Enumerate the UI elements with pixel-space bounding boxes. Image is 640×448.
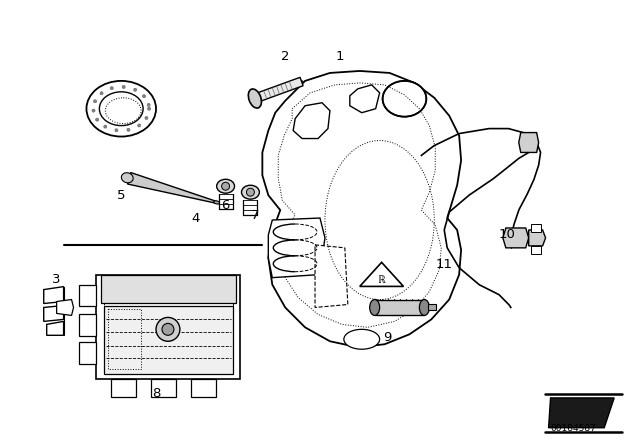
- Polygon shape: [257, 78, 303, 101]
- Circle shape: [156, 318, 180, 341]
- Text: 5: 5: [117, 189, 125, 202]
- Circle shape: [100, 92, 103, 95]
- Polygon shape: [268, 218, 325, 278]
- Text: 9: 9: [383, 331, 392, 344]
- Polygon shape: [350, 85, 380, 113]
- Polygon shape: [531, 246, 541, 254]
- Circle shape: [143, 95, 145, 98]
- Ellipse shape: [241, 185, 259, 199]
- Text: 11: 11: [436, 258, 452, 271]
- Circle shape: [138, 124, 141, 127]
- Circle shape: [122, 86, 125, 88]
- Polygon shape: [191, 379, 216, 397]
- Polygon shape: [44, 287, 63, 303]
- Text: 1: 1: [335, 50, 344, 63]
- Circle shape: [104, 125, 107, 128]
- Polygon shape: [293, 103, 330, 138]
- Circle shape: [162, 323, 174, 335]
- Polygon shape: [47, 321, 63, 335]
- Circle shape: [92, 109, 95, 112]
- Ellipse shape: [214, 201, 220, 204]
- Polygon shape: [262, 71, 461, 347]
- Text: 00184587: 00184587: [550, 424, 596, 433]
- Polygon shape: [503, 228, 529, 248]
- Circle shape: [110, 86, 113, 90]
- Polygon shape: [360, 263, 403, 286]
- Polygon shape: [151, 379, 176, 397]
- Ellipse shape: [383, 81, 426, 116]
- Polygon shape: [127, 172, 216, 203]
- Polygon shape: [79, 314, 97, 336]
- Text: 7: 7: [251, 209, 260, 222]
- Ellipse shape: [248, 89, 262, 108]
- Polygon shape: [101, 275, 236, 302]
- Polygon shape: [548, 398, 614, 428]
- Polygon shape: [111, 379, 136, 397]
- Circle shape: [221, 182, 230, 190]
- Circle shape: [95, 118, 99, 121]
- Circle shape: [145, 116, 148, 120]
- Circle shape: [148, 107, 150, 110]
- Polygon shape: [79, 284, 97, 306]
- Circle shape: [134, 88, 137, 91]
- Text: 10: 10: [499, 228, 515, 241]
- Text: 3: 3: [52, 273, 61, 286]
- Ellipse shape: [217, 179, 234, 193]
- Polygon shape: [315, 245, 348, 307]
- Circle shape: [246, 188, 255, 196]
- Polygon shape: [44, 306, 63, 321]
- Polygon shape: [97, 275, 241, 379]
- Ellipse shape: [344, 329, 380, 349]
- Ellipse shape: [99, 92, 143, 125]
- Ellipse shape: [86, 81, 156, 137]
- Polygon shape: [79, 342, 97, 364]
- Text: 8: 8: [152, 388, 160, 401]
- Text: 6: 6: [221, 198, 230, 211]
- Polygon shape: [519, 133, 539, 152]
- Ellipse shape: [370, 300, 380, 315]
- Text: 4: 4: [191, 211, 200, 224]
- Polygon shape: [531, 224, 541, 232]
- Circle shape: [127, 128, 130, 131]
- Polygon shape: [104, 306, 232, 374]
- Ellipse shape: [419, 300, 429, 315]
- Circle shape: [93, 100, 97, 103]
- Circle shape: [115, 129, 118, 132]
- Polygon shape: [57, 300, 74, 315]
- Text: 2: 2: [281, 50, 289, 63]
- Ellipse shape: [122, 173, 133, 183]
- Circle shape: [147, 103, 150, 107]
- Polygon shape: [374, 300, 424, 315]
- Text: ℝ: ℝ: [378, 275, 385, 284]
- Polygon shape: [529, 230, 545, 246]
- Polygon shape: [428, 305, 436, 310]
